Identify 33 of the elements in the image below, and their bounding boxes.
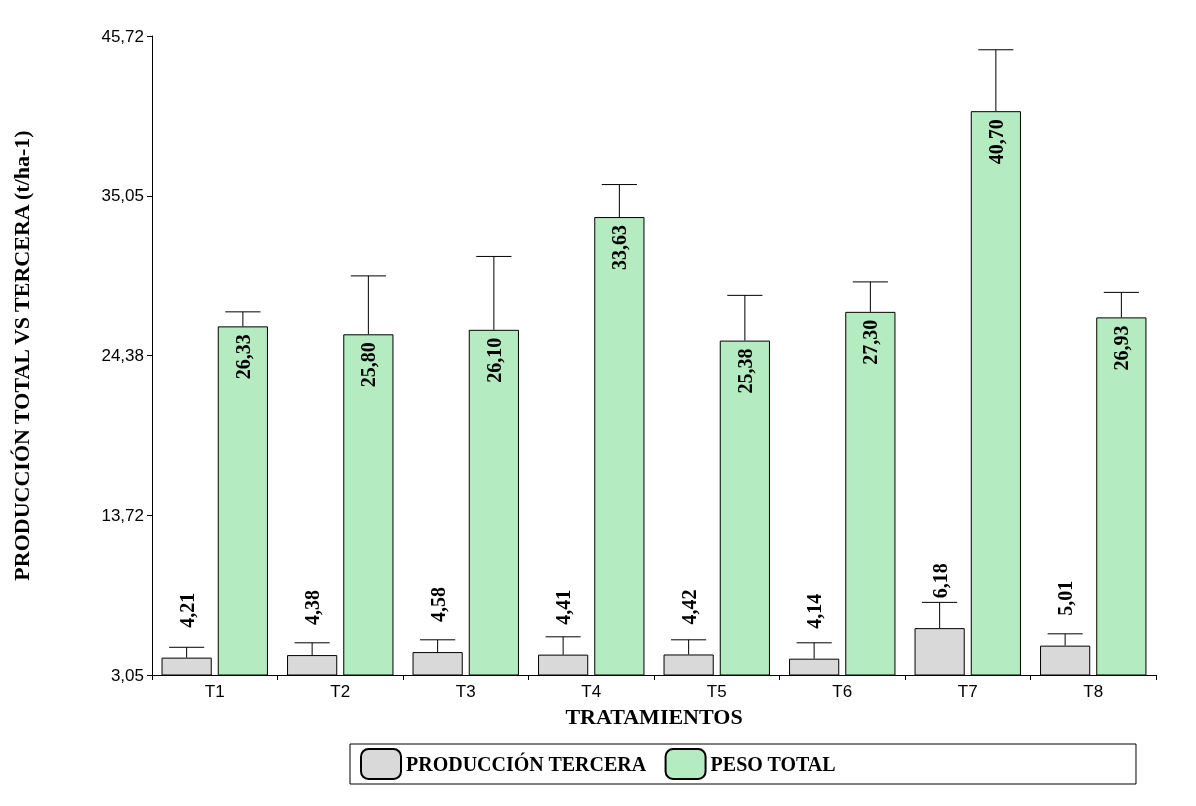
x-tick-label: T3 <box>455 682 476 701</box>
data-label: 25,38 <box>733 348 756 394</box>
data-label: 4,41 <box>552 589 575 625</box>
legend-label: PRODUCCIÓN TERCERA <box>406 752 647 775</box>
x-tick-label: T6 <box>832 682 853 701</box>
x-tick-label: T7 <box>957 682 978 701</box>
data-label: 27,30 <box>859 319 882 365</box>
data-label: 4,42 <box>677 589 700 625</box>
data-label: 40,70 <box>984 119 1007 165</box>
y-tick-label: 3,05 <box>110 665 144 685</box>
data-label: 26,93 <box>1110 325 1133 371</box>
x-tick-label: T4 <box>581 682 602 701</box>
data-label: 4,38 <box>301 590 324 626</box>
data-label: 26,10 <box>482 337 505 383</box>
data-label: 33,63 <box>608 225 631 271</box>
data-label: 6,18 <box>928 563 951 599</box>
legend-label: PESO TOTAL <box>710 753 836 775</box>
y-axis-title: PRODUCCIÓN TOTAL VS TERCERA (t/ha-1) <box>8 130 34 581</box>
data-label: 4,58 <box>426 587 449 623</box>
y-tick-label: 13,72 <box>101 505 144 525</box>
data-label: 25,80 <box>357 342 380 388</box>
data-label: 4,21 <box>175 592 198 628</box>
data-label: 26,33 <box>231 334 254 380</box>
data-label: 5,01 <box>1054 580 1077 616</box>
y-tick-label: 35,05 <box>101 186 144 206</box>
x-tick-label: T2 <box>330 682 351 701</box>
x-tick-label: T1 <box>204 682 225 701</box>
x-tick-label: T5 <box>706 682 727 701</box>
y-tick-label: 45,72 <box>101 26 144 46</box>
x-tick-label: T8 <box>1083 682 1104 701</box>
x-axis-title: TRATAMIENTOS <box>565 703 743 729</box>
data-label: 4,14 <box>803 593 826 629</box>
y-tick-label: 24,38 <box>101 346 144 366</box>
